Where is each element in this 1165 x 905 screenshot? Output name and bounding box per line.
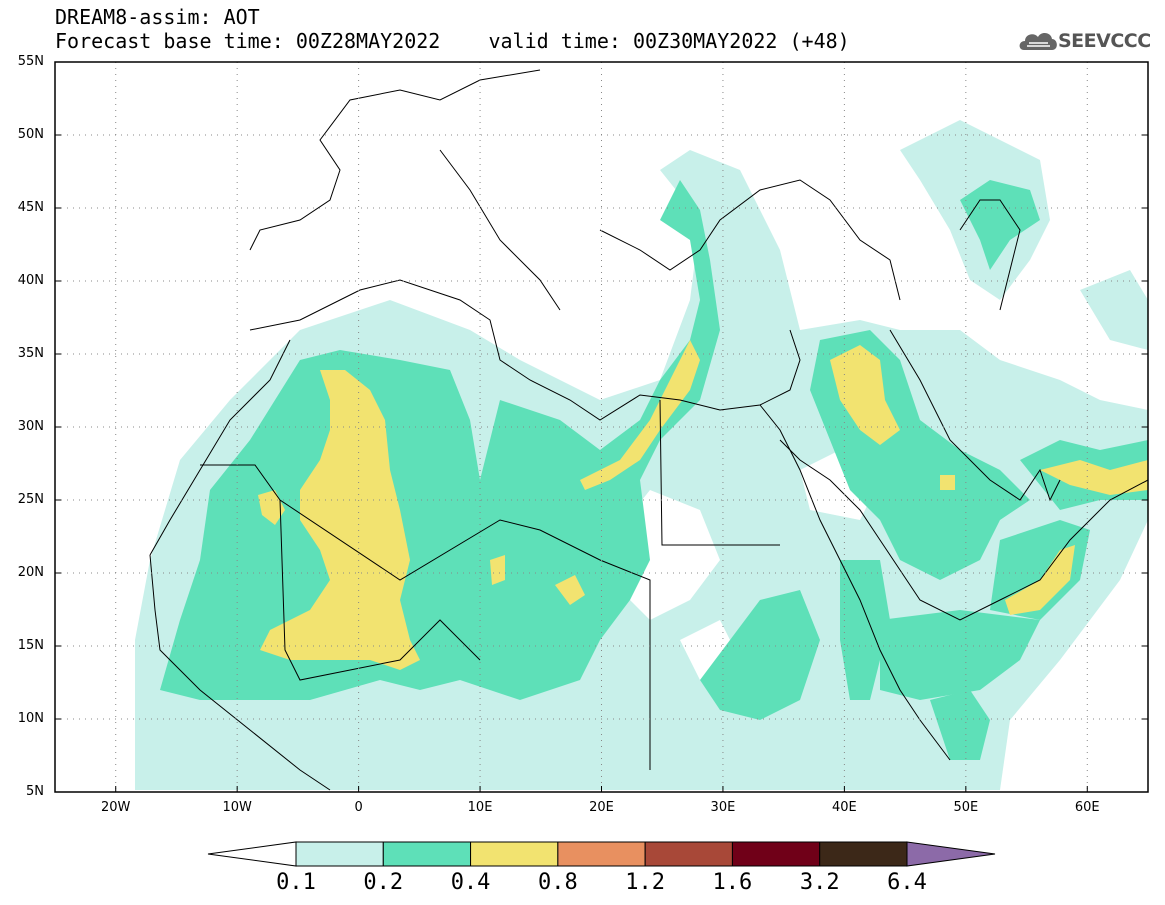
colorbar-level-label: 0.1 <box>276 870 316 895</box>
colorbar-swatch <box>295 841 384 867</box>
grid-lines <box>55 62 1148 792</box>
colorbar-level-label: 1.2 <box>625 870 666 895</box>
lon-label: 10W <box>222 800 252 815</box>
lat-label: 40N <box>17 273 44 288</box>
lon-label: 50E <box>953 800 979 815</box>
map-title: DREAM8-assim: AOT <box>55 5 260 29</box>
lon-label: 10E <box>467 800 493 815</box>
colorbar-level-label: 0.8 <box>537 870 578 895</box>
lon-label: 0 <box>354 800 363 815</box>
lat-label: 50N <box>17 127 44 142</box>
lat-label: 10N <box>17 711 44 726</box>
aot-colorbar <box>207 841 996 867</box>
lon-label: 20E <box>589 800 614 815</box>
colorbar-level-label: 6.4 <box>887 870 927 895</box>
colorbar-level-label: 0.4 <box>450 870 491 895</box>
lat-label: 55N <box>17 54 44 69</box>
colorbar-swatch <box>819 841 908 867</box>
colorbar-level-label: 3.2 <box>799 870 840 895</box>
colorbar-swatch <box>731 841 821 867</box>
lat-label: 35N <box>17 346 44 361</box>
lon-label: 30E <box>710 800 736 815</box>
lon-label: 40E <box>831 800 857 815</box>
colorbar-level-label: 1.6 <box>712 870 753 895</box>
lat-label: 5N <box>26 784 44 799</box>
colorbar-swatch <box>470 841 559 867</box>
colorbar-level-label: 0.2 <box>363 870 404 895</box>
lat-label: 45N <box>17 200 44 215</box>
map-subtitle-times: Forecast base time: 00Z28MAY2022 valid t… <box>55 29 850 53</box>
colorbar-swatch <box>644 841 733 867</box>
axis-ticks <box>55 61 1148 793</box>
lat-label: 20N <box>17 565 44 580</box>
colorbar-swatch <box>557 841 646 867</box>
cloud-icon <box>1019 33 1057 50</box>
lat-label: 25N <box>17 492 44 507</box>
aot-field <box>135 120 1148 790</box>
coastlines <box>149 69 1148 791</box>
lon-label: 60E <box>1074 800 1100 815</box>
colorbar-high-arrow <box>906 841 996 867</box>
lat-label: 30N <box>17 419 44 434</box>
lat-label: 15N <box>17 638 44 653</box>
lon-label: 20W <box>101 800 131 815</box>
colorbar-low-arrow <box>207 841 297 867</box>
colorbar-swatch <box>382 841 472 867</box>
logo-text: SEEVCCC <box>1058 30 1151 52</box>
